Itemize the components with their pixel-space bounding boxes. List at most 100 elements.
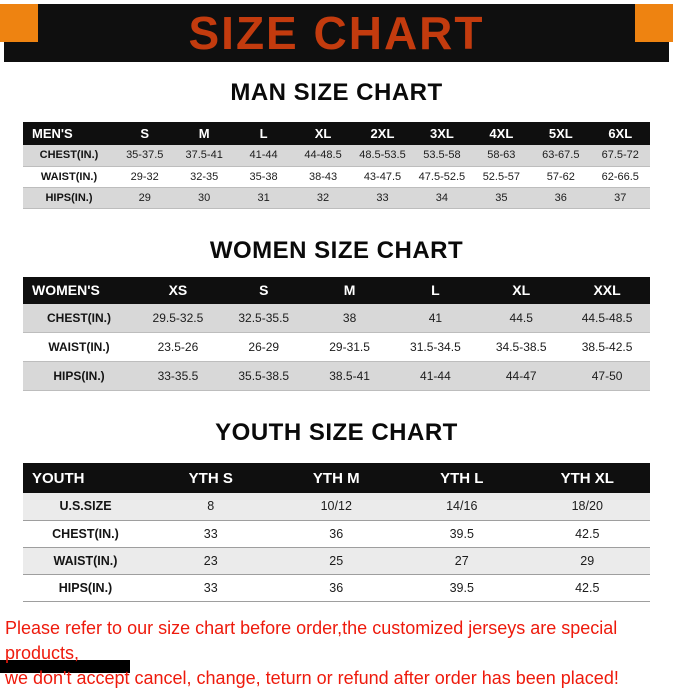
column-header: XL	[478, 276, 565, 304]
women-size-table: WOMEN'S XS S M L XL XXL CHEST(IN.) 29.5-32.5 32.5…	[23, 276, 650, 392]
size-chart-page: { "page": { "title": "SIZE CHART", "foot…	[0, 4, 673, 688]
row-label: HIPS(IN.)	[45, 191, 93, 204]
size-value: 44-48.5	[304, 149, 342, 162]
title-banner: SIZE CHART	[4, 4, 669, 62]
header-row: WOMEN'S XS S M L XL XXL	[23, 276, 650, 304]
size-value: 33-35.5	[157, 369, 199, 383]
header-row: YOUTH YTH S YTH M YTH L YTH XL	[23, 463, 650, 493]
row-label: WAIST(IN.)	[40, 170, 98, 183]
size-value: 38	[342, 310, 357, 325]
size-value: 29.5-32.5	[152, 310, 204, 325]
table-row: CHEST(IN.) 29.5-32.5 32.5-35.5 38 41 44.5 44.5…	[23, 303, 650, 333]
size-value: 57-62	[546, 170, 575, 183]
table-row: WAIST(IN.) 23.5-26 26-29 29-31.5 31.5-34.5 34…	[23, 333, 650, 362]
row-label: WAIST(IN.)	[53, 553, 118, 568]
size-value: 47.5-52.5	[418, 170, 466, 183]
size-value: 42.5	[575, 526, 600, 541]
row-label: CHEST(IN.)	[39, 149, 99, 162]
size-value: 23	[203, 553, 218, 568]
size-value: 44-47	[505, 369, 537, 383]
row-label: CHEST(IN.)	[47, 310, 111, 325]
size-value: 25	[329, 553, 344, 568]
size-value: 30	[198, 191, 211, 204]
size-value: 58-63	[487, 149, 516, 162]
size-value: 34	[435, 191, 449, 204]
row-label: U.S.SIZE	[59, 499, 112, 514]
size-value: 52.5-57	[482, 170, 520, 183]
size-value: 48.5-53.5	[359, 149, 406, 162]
size-value: 29-31.5	[329, 340, 370, 354]
size-value: 29-32	[130, 170, 159, 183]
size-value: 37.5-41	[185, 149, 223, 162]
header-row: MEN'S S M L XL 2XL 3XL 4XL 5XL 6XL	[23, 122, 650, 145]
column-header: 3XL	[412, 122, 472, 145]
table-row: CHEST(IN.) 33 36 39.5 42.5	[23, 520, 650, 547]
size-value: 31.5-34.5	[410, 340, 461, 354]
size-value: 38.5-41	[329, 369, 370, 383]
table-row: U.S.SIZE 8 10/12 14/16 18/20	[23, 493, 650, 520]
size-value: 63-67.5	[542, 149, 580, 162]
column-header: XL	[293, 122, 353, 145]
youth-size-table: YOUTH YTH S YTH M YTH L YTH XL U.S.SIZE 8 10/12…	[23, 463, 650, 602]
table-row: HIPS(IN.) 33 36 39.5 42.5	[23, 574, 650, 601]
size-value: 47-50	[591, 369, 623, 383]
women-size-chart-section: WOMEN SIZE CHART WOMEN'S XS S M L XL XXL CHEST(…	[0, 237, 673, 392]
size-value: 36	[329, 526, 344, 541]
size-value: 62-66.5	[601, 170, 639, 183]
column-header: 4XL	[471, 122, 532, 145]
size-value: 33	[376, 191, 389, 204]
size-value: 35-38	[249, 170, 278, 183]
column-header: XXL	[564, 276, 650, 304]
size-value: 53.5-58	[423, 149, 461, 162]
column-header: 5XL	[531, 122, 591, 145]
size-value: 32	[316, 191, 330, 204]
size-value: 42.5	[575, 580, 600, 595]
size-value: 41	[428, 310, 443, 325]
size-value: 31	[257, 191, 270, 204]
size-value: 38.5-42.5	[581, 340, 633, 354]
size-value: 44.5-48.5	[581, 310, 633, 325]
size-value: 35.5-38.5	[238, 369, 290, 383]
size-value: 33	[203, 526, 218, 541]
page-title: SIZE CHART	[188, 7, 485, 59]
size-value: 36	[554, 191, 567, 204]
column-header: 6XL	[590, 122, 650, 145]
size-value: 39.5	[449, 580, 474, 595]
size-value: 33	[203, 580, 218, 595]
size-value: 38-43	[308, 170, 338, 183]
size-value: 44.5	[509, 310, 533, 325]
man-size-chart-section: MAN SIZE CHART MEN'S S M L XL 2XL 3XL 4XL 5XL 6XL…	[0, 79, 673, 209]
table-row: WAIST(IN.) 23 25 27 29	[23, 547, 650, 574]
table-row: WAIST(IN.) 29-32 32-35 35-38 38-43 43-47.5 47.…	[23, 166, 650, 187]
size-value: 32.5-35.5	[238, 310, 290, 325]
column-header: YTH M	[273, 463, 399, 493]
table-row: CHEST(IN.) 35-37.5 37.5-41 41-44 44-48.5 48.5…	[23, 145, 650, 166]
size-value: 27	[454, 553, 469, 568]
footer-disclaimer-line1: Please refer to our size chart before or…	[5, 617, 618, 663]
size-value: 67.5-72	[601, 149, 639, 162]
size-value: 43-47.5	[363, 170, 402, 183]
column-header: XS	[135, 276, 221, 304]
table-row: HIPS(IN.) 33-35.5 35.5-38.5 38.5-41 41-44 44-…	[23, 361, 650, 391]
size-value: 34.5-38.5	[495, 340, 547, 354]
column-header: 2XL	[352, 122, 413, 145]
size-value: 23.5-26	[157, 340, 199, 354]
column-header: L	[392, 276, 479, 304]
size-value: 10/12	[320, 499, 352, 514]
column-header: S	[115, 122, 175, 145]
table-title-cell: MEN'S	[23, 122, 115, 145]
table-title-cell: YOUTH	[23, 463, 148, 493]
table-title-cell: WOMEN'S	[23, 276, 135, 304]
column-header: S	[220, 276, 307, 304]
size-value: 35-37.5	[126, 149, 164, 162]
size-value: 39.5	[449, 526, 474, 541]
size-value: 32-35	[190, 170, 219, 183]
row-label: HIPS(IN.)	[58, 580, 113, 595]
youth-size-chart-heading: YOUTH SIZE CHART	[215, 419, 458, 446]
column-header: YTH L	[399, 463, 525, 493]
column-header: YTH XL	[524, 463, 650, 493]
size-value: 14/16	[446, 499, 478, 514]
orange-corner-square-right	[635, 4, 673, 42]
size-value: 29	[580, 553, 595, 568]
column-header: L	[233, 122, 294, 145]
